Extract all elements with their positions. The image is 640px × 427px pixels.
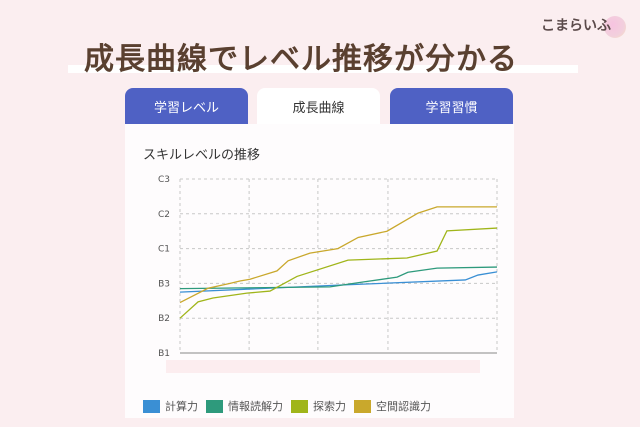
series-line-1 [179,266,498,290]
y-tick-label: B2 [158,314,170,324]
scroll-area [166,360,480,373]
y-tick-label: B3 [158,279,170,289]
legend-swatch [143,399,160,413]
legend-item[interactable]: 探索力 [291,398,346,414]
series-line-0 [179,271,498,293]
growth-card: 学習レベル 成長曲線 学習習慣 スキルレベルの推移 B1 B2 B3 C1 C2 C3 計… [125,88,514,418]
series-line-2 [179,227,498,319]
line-chart: B1 B2 B3 C1 C2 C3 [158,175,498,359]
chart-title: スキルレベルの推移 [143,148,261,163]
legend-swatch [206,399,223,413]
legend-item[interactable]: 空間認識力 [354,398,431,414]
legend-label: 探索力 [313,400,346,413]
y-tick-label: C2 [158,210,170,220]
legend-label: 計算力 [165,400,198,413]
series-line-3 [179,206,497,304]
brand-logo-icon [604,16,626,38]
legend-swatch [291,399,308,413]
legend-swatch [354,399,371,413]
legend-label: 情報読解力 [228,400,283,413]
y-tick-label: C3 [158,175,170,185]
tab-growth-curve[interactable]: 成長曲線 [257,88,380,125]
tab-learning-level[interactable]: 学習レベル [125,88,248,125]
y-tick-label: B1 [158,349,170,359]
page-title: 成長曲線でレベル推移が分かる [84,42,518,77]
legend-item[interactable]: 情報読解力 [206,398,283,414]
legend-label: 空間認識力 [376,400,431,413]
headline-underline [68,65,578,73]
tab-learning-habit[interactable]: 学習習慣 [390,88,513,125]
chart-panel: スキルレベルの推移 B1 B2 B3 C1 C2 C3 計算力 情報読解力 探索力 空間認識力 [125,124,514,418]
legend-item[interactable]: 計算力 [143,398,198,414]
brand-logo: こまらいふ [541,18,611,34]
chart-legend: 計算力 情報読解力 探索力 空間認識力 [143,398,431,414]
y-tick-label: C1 [158,245,170,255]
